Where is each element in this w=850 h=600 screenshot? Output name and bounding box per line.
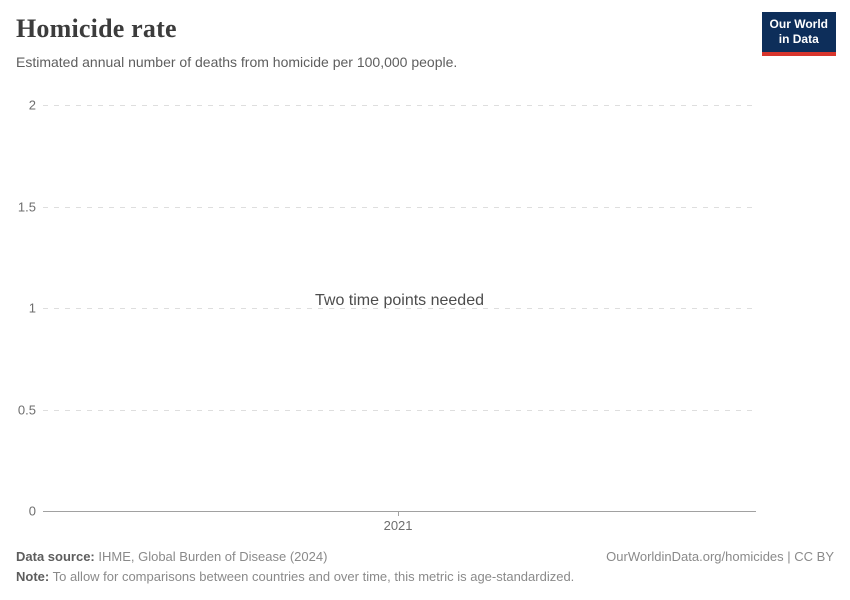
owid-logo-line2: in Data [778, 32, 819, 46]
y-axis-label: 0 [28, 503, 36, 519]
x-axis-label: 2021 [383, 518, 413, 533]
footer-datasource: Data source: IHME, Global Burden of Dise… [16, 549, 327, 564]
footer-note: Note: To allow for comparisons between c… [16, 569, 574, 584]
page-title: Homicide rate [16, 14, 177, 43]
x-axis-tick [398, 511, 400, 516]
y-axis-label: 1 [28, 300, 36, 316]
y-axis-label: 1.5 [17, 199, 36, 214]
chart-subtitle: Estimated annual number of deaths from h… [16, 54, 458, 70]
plot-area: Two time points needed 2021 [43, 105, 756, 533]
owid-logo[interactable]: Our World in Data [761, 12, 836, 56]
gridline [43, 105, 756, 106]
gridline [43, 409, 756, 411]
footer-datasource-value: IHME, Global Burden of Disease (2024) [94, 549, 328, 564]
empty-state-message: Two time points needed [315, 292, 484, 310]
gridline [43, 308, 756, 309]
gridline [43, 206, 756, 208]
footer-note-label: Note: [16, 569, 50, 584]
x-axis-line [43, 511, 756, 512]
footer-license-link[interactable]: OurWorldinData.org/homicides | CC BY [606, 549, 834, 564]
footer-datasource-label: Data source: [16, 549, 95, 564]
y-axis-labels: 0 0.5 1 1.5 2 [0, 98, 36, 519]
y-axis-label: 2 [28, 97, 36, 113]
footer-note-value: To allow for comparisons between countri… [49, 569, 575, 584]
owid-logo-line1: Our World [769, 17, 828, 31]
y-axis-label: 0.5 [17, 402, 36, 417]
